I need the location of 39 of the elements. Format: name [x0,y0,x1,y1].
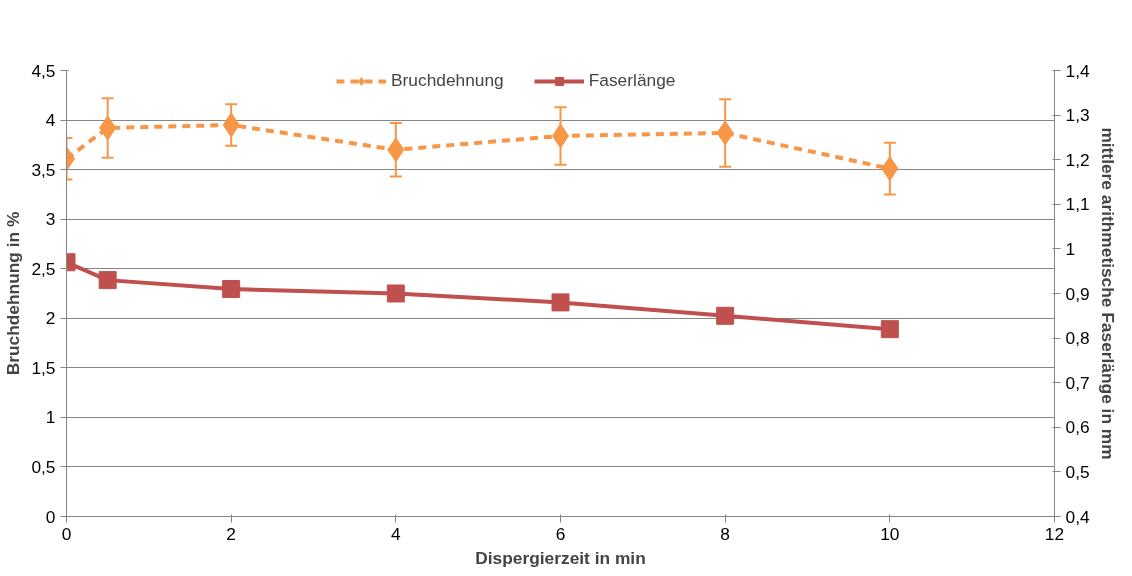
y-tick-label: 0,5 [31,456,56,477]
y-tick-label: 1,5 [31,357,56,378]
point [386,284,405,303]
x-tick-label: 6 [555,523,566,544]
x-tick-label: 4 [391,523,402,544]
y-tick-label: 0 [45,506,56,527]
point [716,306,735,325]
point [551,293,570,312]
point [98,271,117,290]
y2-tick-label: 0,5 [1065,461,1090,482]
y2-tick-label: 0,9 [1065,283,1090,304]
y2-tick-label: 0,6 [1065,417,1090,438]
point [222,280,241,299]
point [880,320,899,339]
legend-label: Bruchdehnung [391,70,504,91]
legend-label: Faserlänge [588,70,676,91]
y-tick-label: 3,5 [31,159,56,180]
x-tick-label: 12 [1044,523,1065,544]
y2-tick-label: 1,1 [1065,194,1090,215]
y-tick-label: 2,5 [31,258,56,279]
y-tick-label: 1 [45,407,56,428]
y2-tick-label: 1,2 [1065,149,1090,170]
y-axis-title: Bruchdehnung in % [3,211,24,376]
y2-tick-label: 1,4 [1065,60,1090,81]
y2-axis-title: mittlere arithmetische Faserlänge in mm [1097,127,1118,460]
y2-tick-label: 0,7 [1065,372,1090,393]
y-tick-label: 3 [45,209,56,230]
x-tick-label: 0 [61,523,72,544]
x-axis-title: Dispergierzeit in min [475,547,646,568]
x-tick-label: 2 [226,523,236,544]
y2-tick-label: 1,3 [1065,105,1090,126]
y2-tick-label: 1 [1065,238,1076,259]
y-tick-label: 4,5 [31,60,56,81]
y-tick-label: 2 [45,308,56,329]
y-tick-label: 4 [45,110,56,131]
y2-tick-label: 0,8 [1065,328,1090,349]
y2-tick-label: 0,4 [1065,506,1090,527]
x-tick-label: 10 [880,523,900,544]
x-tick-label: 8 [720,523,730,544]
